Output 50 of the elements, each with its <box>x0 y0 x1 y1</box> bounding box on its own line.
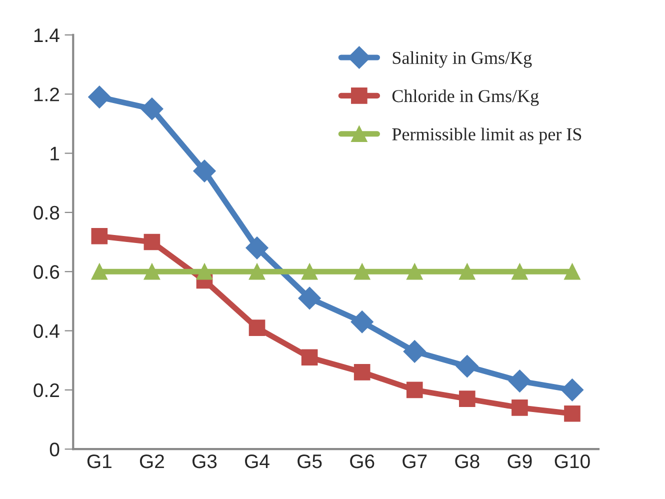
x-tick-label: G2 <box>140 454 164 468</box>
y-tick-label: 1 <box>50 146 60 160</box>
point <box>459 390 476 407</box>
point <box>564 263 580 280</box>
y-tick-label: 0.8 <box>34 206 60 220</box>
point <box>193 160 216 182</box>
x-tick-label: G3 <box>192 454 217 468</box>
point <box>512 400 528 416</box>
legend-label: Chloride in Gms/Kg <box>392 89 539 106</box>
point <box>144 263 160 280</box>
point <box>350 310 374 334</box>
point <box>140 98 164 120</box>
point <box>403 340 426 363</box>
point <box>91 228 108 244</box>
y-tick-label: 0 <box>50 442 60 456</box>
point <box>246 236 268 260</box>
point <box>512 263 528 280</box>
point <box>196 263 213 280</box>
x-tick-label: G7 <box>402 454 427 468</box>
point <box>144 234 160 250</box>
point <box>406 263 423 280</box>
y-tick-label: 0.6 <box>34 265 60 279</box>
point <box>88 86 111 108</box>
point <box>248 320 266 336</box>
point <box>301 263 318 280</box>
legend-label: Salinity in Gms/Kg <box>392 51 532 68</box>
point <box>456 354 478 378</box>
x-tick-label: G8 <box>455 454 480 468</box>
point <box>248 263 266 280</box>
y-tick-label: 1.4 <box>34 28 60 42</box>
x-tick-label: G4 <box>245 454 270 468</box>
x-tick-label: G1 <box>87 454 112 468</box>
x-tick-label: G9 <box>508 454 532 468</box>
x-tick-label: G10 <box>554 454 590 468</box>
point <box>354 364 370 380</box>
point <box>301 349 318 366</box>
legend-label: Permissible limit as per IS <box>392 128 582 144</box>
point <box>560 378 584 402</box>
point <box>459 263 476 280</box>
point <box>354 263 370 280</box>
y-tick-label: 0.2 <box>34 383 59 398</box>
y-tick-label: 0.4 <box>34 324 60 338</box>
x-tick-label: G6 <box>350 454 374 468</box>
point <box>406 382 423 398</box>
y-tick-label: 1.2 <box>34 88 59 102</box>
x-tick-label: G5 <box>298 454 322 468</box>
point <box>564 405 580 422</box>
point <box>91 263 108 280</box>
point <box>508 370 532 392</box>
point <box>298 286 321 310</box>
